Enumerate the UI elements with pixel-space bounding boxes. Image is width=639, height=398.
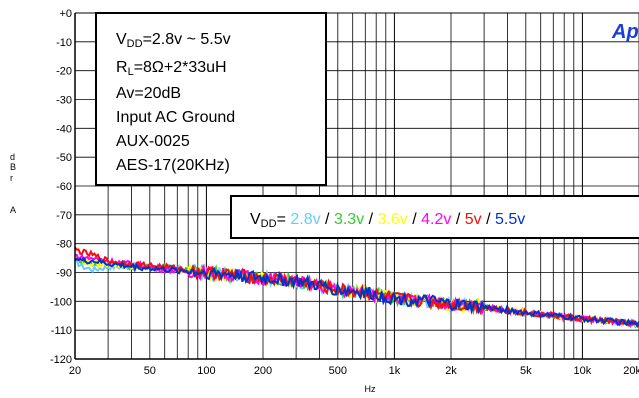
series-layer [74, 246, 639, 329]
y-axis-label-char: B [10, 162, 16, 172]
condition-aux: AUX-0025 [116, 133, 190, 150]
x-tick-label: 10k [574, 365, 592, 377]
legend-frame [230, 195, 639, 239]
x-axis-label: Hz [365, 384, 376, 394]
legend-entry-4.2v: 4.2v [421, 211, 451, 228]
y-axis-label-char: r [10, 173, 13, 183]
tick-labels: +0 -10 -20 -30 -40 -50 -60 -70 -80 -90 -100 -110 -12… [50, 8, 639, 377]
y-axis-label-char: d [10, 152, 15, 162]
condition-rl: RL=8Ω+2*33uH [116, 59, 227, 78]
legend-separator: / [364, 211, 377, 228]
y-tick-label: -90 [56, 268, 72, 280]
x-tick-label: 200 [254, 365, 272, 377]
conditions-box-frame [95, 12, 327, 186]
y-tick-label: -10 [56, 37, 72, 49]
legend-entry-2.8v: 2.8v [290, 211, 320, 228]
x-tick-label: 20k [623, 365, 639, 377]
condition-aes: AES-17(20KHz) [116, 157, 230, 174]
condition-input: Input AC Ground [116, 109, 235, 126]
legend: VDD= 2.8v / 3.3v / 3.6v / 4.2v / 5v / 5.… [230, 195, 639, 239]
y-tick-label: -50 [56, 152, 72, 164]
legend-separator: / [321, 211, 334, 228]
legend-entry-5.5v: 5.5v [495, 211, 525, 228]
legend-entry-3.3v: 3.3v [334, 211, 364, 228]
legend-separator: / [451, 211, 464, 228]
x-tick-label: 1k [389, 365, 401, 377]
series-line-5.5v [74, 256, 639, 329]
legend-text: VDD= 2.8v / 3.3v / 3.6v / 4.2v / 5v / 5.… [250, 211, 525, 230]
legend-entry-3.6v: 3.6v [378, 211, 408, 228]
y-tick-label: -80 [56, 239, 72, 251]
y-tick-label: +0 [59, 8, 72, 20]
x-tick-label: 500 [329, 365, 347, 377]
y-tick-label: -40 [56, 123, 72, 135]
brand-logo: Ap [611, 21, 639, 43]
conditions-box: VDD=2.8v ~ 5.5v RL=8Ω+2*33uH Av=20dB Inp… [95, 12, 327, 186]
y-axis-label: d B r A [10, 152, 16, 215]
y-axis-label-char: A [10, 205, 16, 215]
x-tick-label: 5k [520, 365, 532, 377]
y-tick-label: -100 [50, 296, 72, 308]
legend-separator: / [408, 211, 421, 228]
y-tick-label: -60 [56, 181, 72, 193]
legend-separator: / [482, 211, 495, 228]
x-tick-label: 2k [445, 365, 457, 377]
y-tick-label: -20 [56, 66, 72, 78]
legend-entry-5v: 5v [465, 211, 482, 228]
y-tick-label: -120 [50, 354, 72, 366]
legend-prefix: V [250, 211, 261, 228]
y-tick-label: -70 [56, 210, 72, 222]
y-tick-label: -30 [56, 95, 72, 107]
condition-av: Av=20dB [116, 85, 181, 102]
x-tick-label: 100 [197, 365, 215, 377]
condition-vdd: VDD=2.8v ~ 5.5v [116, 31, 231, 50]
x-tick-label: 20 [69, 365, 81, 377]
x-tick-label: 50 [144, 365, 156, 377]
y-tick-label: -110 [51, 325, 72, 337]
